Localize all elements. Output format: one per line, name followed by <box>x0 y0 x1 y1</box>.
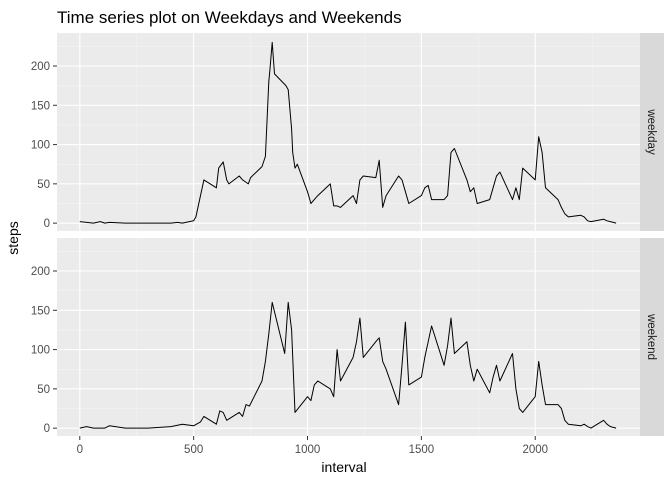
y-tick-label: 150 <box>31 305 50 317</box>
x-tick-label: 1000 <box>295 444 321 456</box>
x-tick-label: 0 <box>77 444 83 456</box>
y-tick-label: 0 <box>44 423 50 435</box>
chart-title: Time series plot on Weekdays and Weekend… <box>57 8 402 27</box>
x-axis: 0 500 1000 1500 2000 <box>77 436 548 456</box>
facet-strip-weekend <box>640 238 664 436</box>
grid-weekday <box>57 33 640 231</box>
series-line-weekend <box>79 301 617 429</box>
panel-background-weekday <box>57 33 640 231</box>
x-tick-label: 500 <box>184 444 203 456</box>
y-tick-label: 100 <box>31 345 50 357</box>
x-tick-label: 1500 <box>409 444 435 456</box>
y-axis-weekend: 0 50 100 150 200 <box>31 266 57 435</box>
facet-strip-label-weekday: weekday <box>645 108 657 155</box>
facet-strip-label-weekend: weekend <box>645 313 657 360</box>
y-tick-label: 200 <box>31 61 50 73</box>
facet-strip-weekday <box>640 33 664 231</box>
x-tick-label: 2000 <box>522 444 548 456</box>
series-line-weekday <box>79 41 617 224</box>
panel-weekday: weekday 0 50 100 150 200 <box>31 33 664 231</box>
y-tick-label: 200 <box>31 266 50 278</box>
panel-background-weekend <box>57 238 640 436</box>
y-tick-label: 50 <box>37 384 50 396</box>
panel-weekend: weekend 0 50 100 150 200 <box>31 238 664 436</box>
y-axis-weekday: 0 50 100 150 200 <box>31 61 57 230</box>
y-tick-label: 150 <box>31 100 50 112</box>
y-tick-label: 100 <box>31 140 50 152</box>
y-axis-title: steps <box>5 221 21 254</box>
y-tick-label: 50 <box>37 179 50 191</box>
x-axis-title: interval <box>321 459 366 475</box>
y-tick-label: 0 <box>44 218 50 230</box>
